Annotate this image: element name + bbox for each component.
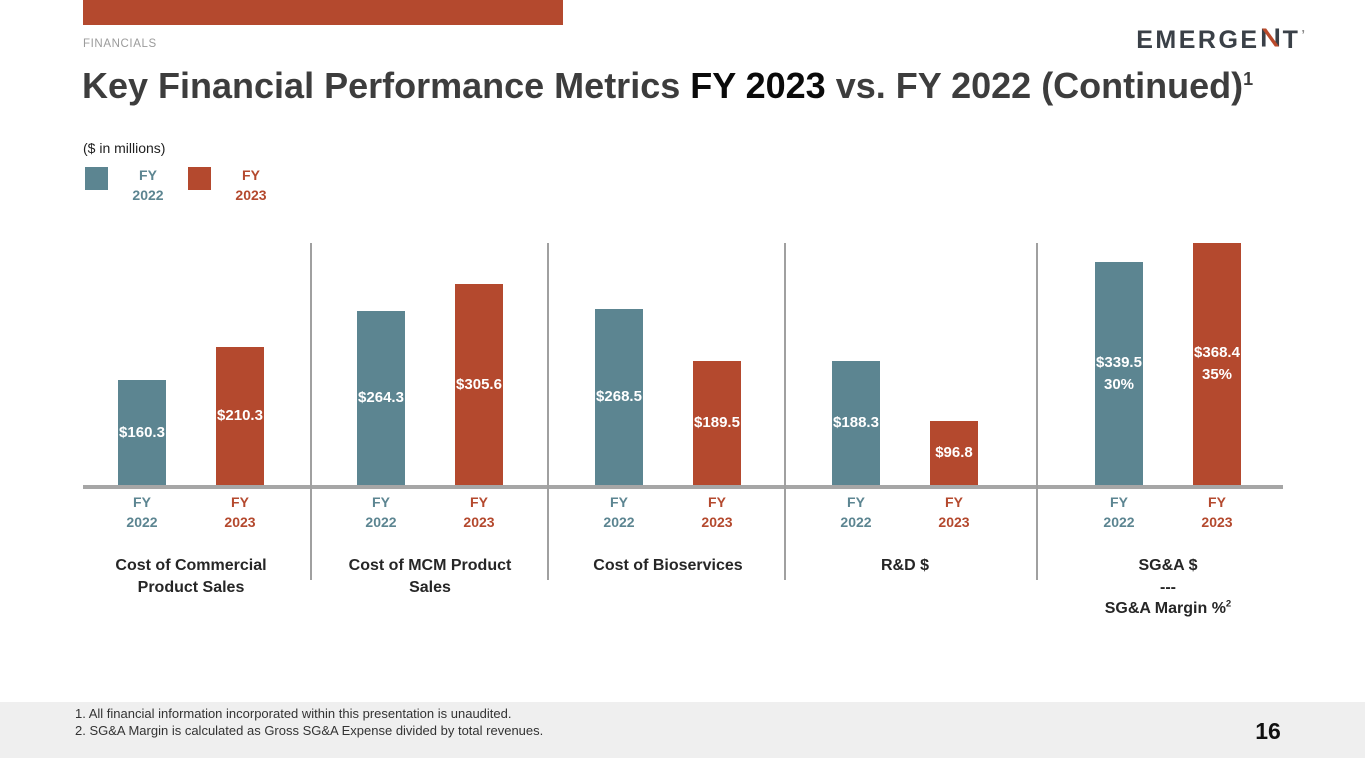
bar-value-label: $368.4 bbox=[1194, 344, 1240, 362]
bar-fy2023: $210.3 bbox=[216, 347, 264, 485]
bar-value-label: 30% bbox=[1103, 375, 1135, 393]
bar-value-label: $264.3 bbox=[358, 389, 404, 407]
bar-value-label: $339.5 bbox=[1096, 353, 1142, 371]
bar-fy2023: $189.5 bbox=[693, 361, 741, 485]
page-title: Key Financial Performance Metrics FY 202… bbox=[82, 66, 1253, 106]
category-footnote-ref: 2 bbox=[1225, 598, 1232, 610]
legend-label-line: 2022 bbox=[132, 186, 164, 203]
page-number: 16 bbox=[1255, 718, 1281, 744]
legend: FY 2022 FY 2023 bbox=[85, 167, 291, 205]
bar-fy2022: $268.5 bbox=[595, 309, 643, 485]
bar-tick-label: FY 2023 bbox=[701, 494, 733, 530]
bar-fy2022: $160.3 bbox=[118, 380, 166, 485]
footnote-1: 1. All financial information incorporate… bbox=[75, 706, 512, 721]
bar-value-label: $189.5 bbox=[694, 414, 740, 432]
bar-fy2023: $368.4 35% bbox=[1193, 243, 1241, 485]
bar-value-label: $160.3 bbox=[119, 423, 165, 441]
bar-tick-label: FY 2022 bbox=[1103, 494, 1135, 530]
logo-n-icon bbox=[1261, 28, 1279, 47]
x-axis-line bbox=[83, 485, 1283, 489]
group-divider-line bbox=[784, 243, 786, 580]
bar-tick-label: FY 2022 bbox=[126, 494, 158, 530]
category-label: R&D $ bbox=[880, 557, 929, 574]
units-note: ($ in millions) bbox=[83, 140, 166, 156]
group-divider-line bbox=[1036, 243, 1038, 580]
legend-swatch-fy2022 bbox=[85, 167, 108, 190]
category-label: Cost of Bioservices bbox=[593, 557, 743, 574]
bar-value-label: $96.8 bbox=[935, 444, 973, 462]
bar-fy2022: $264.3 bbox=[357, 311, 405, 485]
legend-label-line: 2023 bbox=[235, 186, 267, 203]
category-label: Cost of MCM Product Sales bbox=[348, 557, 512, 596]
bar-tick-label: FY 2023 bbox=[1201, 494, 1233, 530]
legend-swatch-fy2023 bbox=[188, 167, 211, 190]
title-highlight: FY 2023 bbox=[690, 65, 826, 106]
logo-trademark-icon: ’ bbox=[1301, 27, 1305, 42]
title-suffix: vs. FY 2022 (Continued) bbox=[825, 65, 1244, 106]
company-logo: EMERGE T ’ bbox=[1136, 28, 1305, 53]
bar-value-label: $268.5 bbox=[596, 388, 642, 406]
section-label: FINANCIALS bbox=[83, 38, 157, 50]
bar-value-label: 35% bbox=[1201, 366, 1233, 383]
legend-label-fy2022: FY 2022 bbox=[108, 166, 188, 205]
bar-tick-label: FY 2023 bbox=[938, 494, 970, 530]
group-divider-line bbox=[310, 243, 312, 580]
bar-value-label: $305.6 bbox=[456, 375, 502, 393]
bar-tick-label: FY 2023 bbox=[463, 494, 495, 530]
legend-item-fy2023: FY 2023 bbox=[188, 167, 291, 205]
logo-text-right: T bbox=[1282, 26, 1301, 54]
bar-tick-label: FY 2022 bbox=[603, 494, 635, 530]
bar-fy2023: $305.6 bbox=[455, 284, 503, 485]
bar-tick-label: FY 2022 bbox=[365, 494, 397, 530]
title-footnote-ref: 1 bbox=[1243, 69, 1254, 89]
legend-label-fy2023: FY 2023 bbox=[211, 166, 291, 205]
category-label: Cost of Commercial Product Sales bbox=[115, 557, 267, 596]
bar-value-label: $210.3 bbox=[217, 407, 263, 425]
footnote-2: 2. SG&A Margin is calculated as Gross SG… bbox=[75, 722, 544, 738]
logo-wordmark: EMERGE T ’ bbox=[1136, 28, 1305, 53]
category-label: SG&A $ --- SG&A Margin %2 bbox=[1104, 557, 1232, 618]
bar-fy2022: $339.5 30% bbox=[1095, 262, 1143, 485]
legend-label-line: FY bbox=[139, 167, 157, 183]
bar-fy2022: $188.3 bbox=[832, 361, 880, 485]
bar-tick-label: FY 2022 bbox=[840, 494, 872, 530]
logo-text-left: EMERGE bbox=[1136, 26, 1260, 54]
legend-item-fy2022: FY 2022 bbox=[85, 167, 188, 205]
group-divider-line bbox=[547, 243, 549, 580]
bar-value-label: $188.3 bbox=[833, 414, 879, 432]
legend-label-line: FY bbox=[242, 167, 260, 183]
bar-fy2023: $96.8 bbox=[930, 421, 978, 485]
top-accent-bar bbox=[83, 0, 563, 25]
title-prefix: Key Financial Performance Metrics bbox=[82, 65, 691, 106]
bar-tick-label: FY 2023 bbox=[224, 494, 256, 530]
footer: 1. All financial information incorporate… bbox=[0, 702, 1365, 758]
